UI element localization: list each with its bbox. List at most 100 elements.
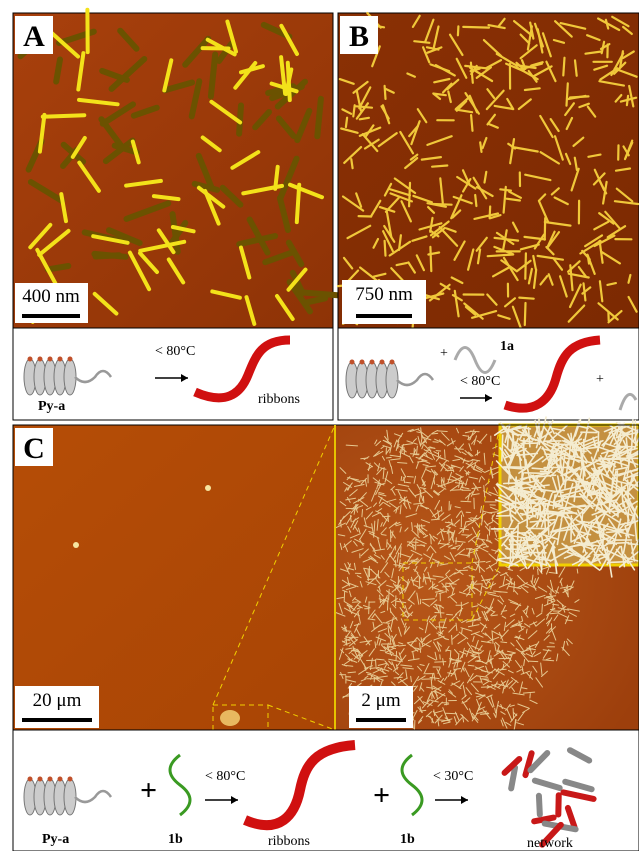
- fiber: [525, 303, 526, 325]
- stack: [386, 362, 398, 398]
- fiber: [563, 58, 564, 76]
- fiber: [389, 589, 390, 600]
- strand-label: 1b: [400, 832, 415, 847]
- fiber: [360, 118, 369, 120]
- stack-end: [380, 360, 385, 365]
- fiber: [43, 115, 85, 117]
- plus: +: [596, 372, 604, 387]
- fiber: [458, 26, 459, 35]
- scale-bar-label: 20 μm: [33, 690, 82, 711]
- stack-end: [58, 777, 63, 782]
- fiber: [542, 604, 543, 612]
- fiber: [577, 569, 578, 573]
- fiber: [628, 544, 639, 545]
- product-label: network: [527, 836, 573, 851]
- fiber: [525, 253, 526, 278]
- fiber: [508, 432, 509, 448]
- fiber: [545, 218, 546, 240]
- fiber: [344, 631, 351, 632]
- fiber: [463, 435, 467, 436]
- fiber: [385, 86, 386, 99]
- stack-end: [38, 357, 43, 362]
- fiber: [420, 710, 426, 711]
- stack-end: [350, 360, 355, 365]
- fiber: [528, 500, 529, 512]
- fiber: [375, 642, 376, 648]
- fiber: [541, 471, 553, 472]
- fiber: [376, 660, 377, 667]
- fiber: [374, 521, 375, 531]
- fiber: [431, 433, 437, 434]
- molecule-label: Py-a: [42, 832, 69, 847]
- fiber: [383, 623, 389, 624]
- fiber: [432, 519, 439, 520]
- fiber: [362, 510, 363, 517]
- condition: < 80°C: [155, 344, 195, 359]
- plus: +: [140, 774, 157, 807]
- fiber: [406, 482, 411, 483]
- fiber: [462, 535, 470, 536]
- stack-end: [360, 360, 365, 365]
- fiber: [299, 292, 338, 295]
- fiber: [380, 650, 385, 651]
- fiber: [496, 711, 497, 717]
- fiber: [450, 505, 451, 510]
- spot: [220, 710, 240, 726]
- fiber: [524, 552, 547, 553]
- product-label: ribbons: [268, 834, 310, 849]
- fiber: [435, 613, 444, 614]
- fiber: [418, 524, 419, 536]
- fiber: [451, 490, 462, 491]
- fiber: [348, 672, 356, 673]
- fiber: [400, 547, 401, 558]
- stack-end: [58, 357, 63, 362]
- spot: [205, 485, 211, 491]
- fiber: [94, 254, 125, 257]
- fiber: [452, 635, 453, 644]
- scale-bar-label: 400 nm: [22, 286, 80, 307]
- fiber: [435, 662, 446, 663]
- stack: [64, 779, 76, 815]
- product-label: ribbons: [258, 392, 300, 407]
- panel-label: C: [23, 432, 45, 465]
- strand-label: 1a: [500, 339, 514, 354]
- fiber: [513, 709, 514, 719]
- fiber: [548, 600, 549, 604]
- plus: +: [373, 779, 390, 812]
- spot: [73, 542, 79, 548]
- fiber: [446, 584, 447, 592]
- condition: < 80°C: [460, 374, 500, 389]
- molecule-label: Py-a: [38, 399, 65, 414]
- fiber: [407, 542, 418, 543]
- fiber: [567, 83, 568, 105]
- stack-end: [28, 357, 33, 362]
- fiber: [430, 247, 431, 271]
- network-strand: [511, 768, 515, 789]
- stack-end: [390, 360, 395, 365]
- stack-end: [370, 360, 375, 365]
- fiber: [519, 298, 533, 299]
- fiber: [433, 442, 438, 443]
- fiber: [529, 503, 549, 504]
- fiber: [401, 477, 402, 481]
- fiber: [517, 525, 518, 551]
- fiber: [344, 591, 345, 601]
- fiber: [489, 526, 490, 535]
- fiber: [368, 579, 377, 580]
- fiber: [444, 704, 448, 705]
- scale-bar-label: 2 μm: [361, 690, 400, 711]
- fiber: [297, 185, 299, 222]
- fiber: [317, 99, 321, 137]
- stack-end: [48, 357, 53, 362]
- stack-end: [38, 777, 43, 782]
- fiber: [411, 676, 412, 681]
- fiber: [385, 241, 386, 256]
- fiber: [395, 560, 396, 567]
- fiber: [56, 60, 60, 82]
- afm-image-c-left: [13, 425, 335, 730]
- fiber: [532, 468, 546, 469]
- stack: [64, 359, 76, 395]
- fiber: [351, 159, 352, 168]
- fiber: [475, 195, 476, 206]
- fiber: [432, 166, 447, 167]
